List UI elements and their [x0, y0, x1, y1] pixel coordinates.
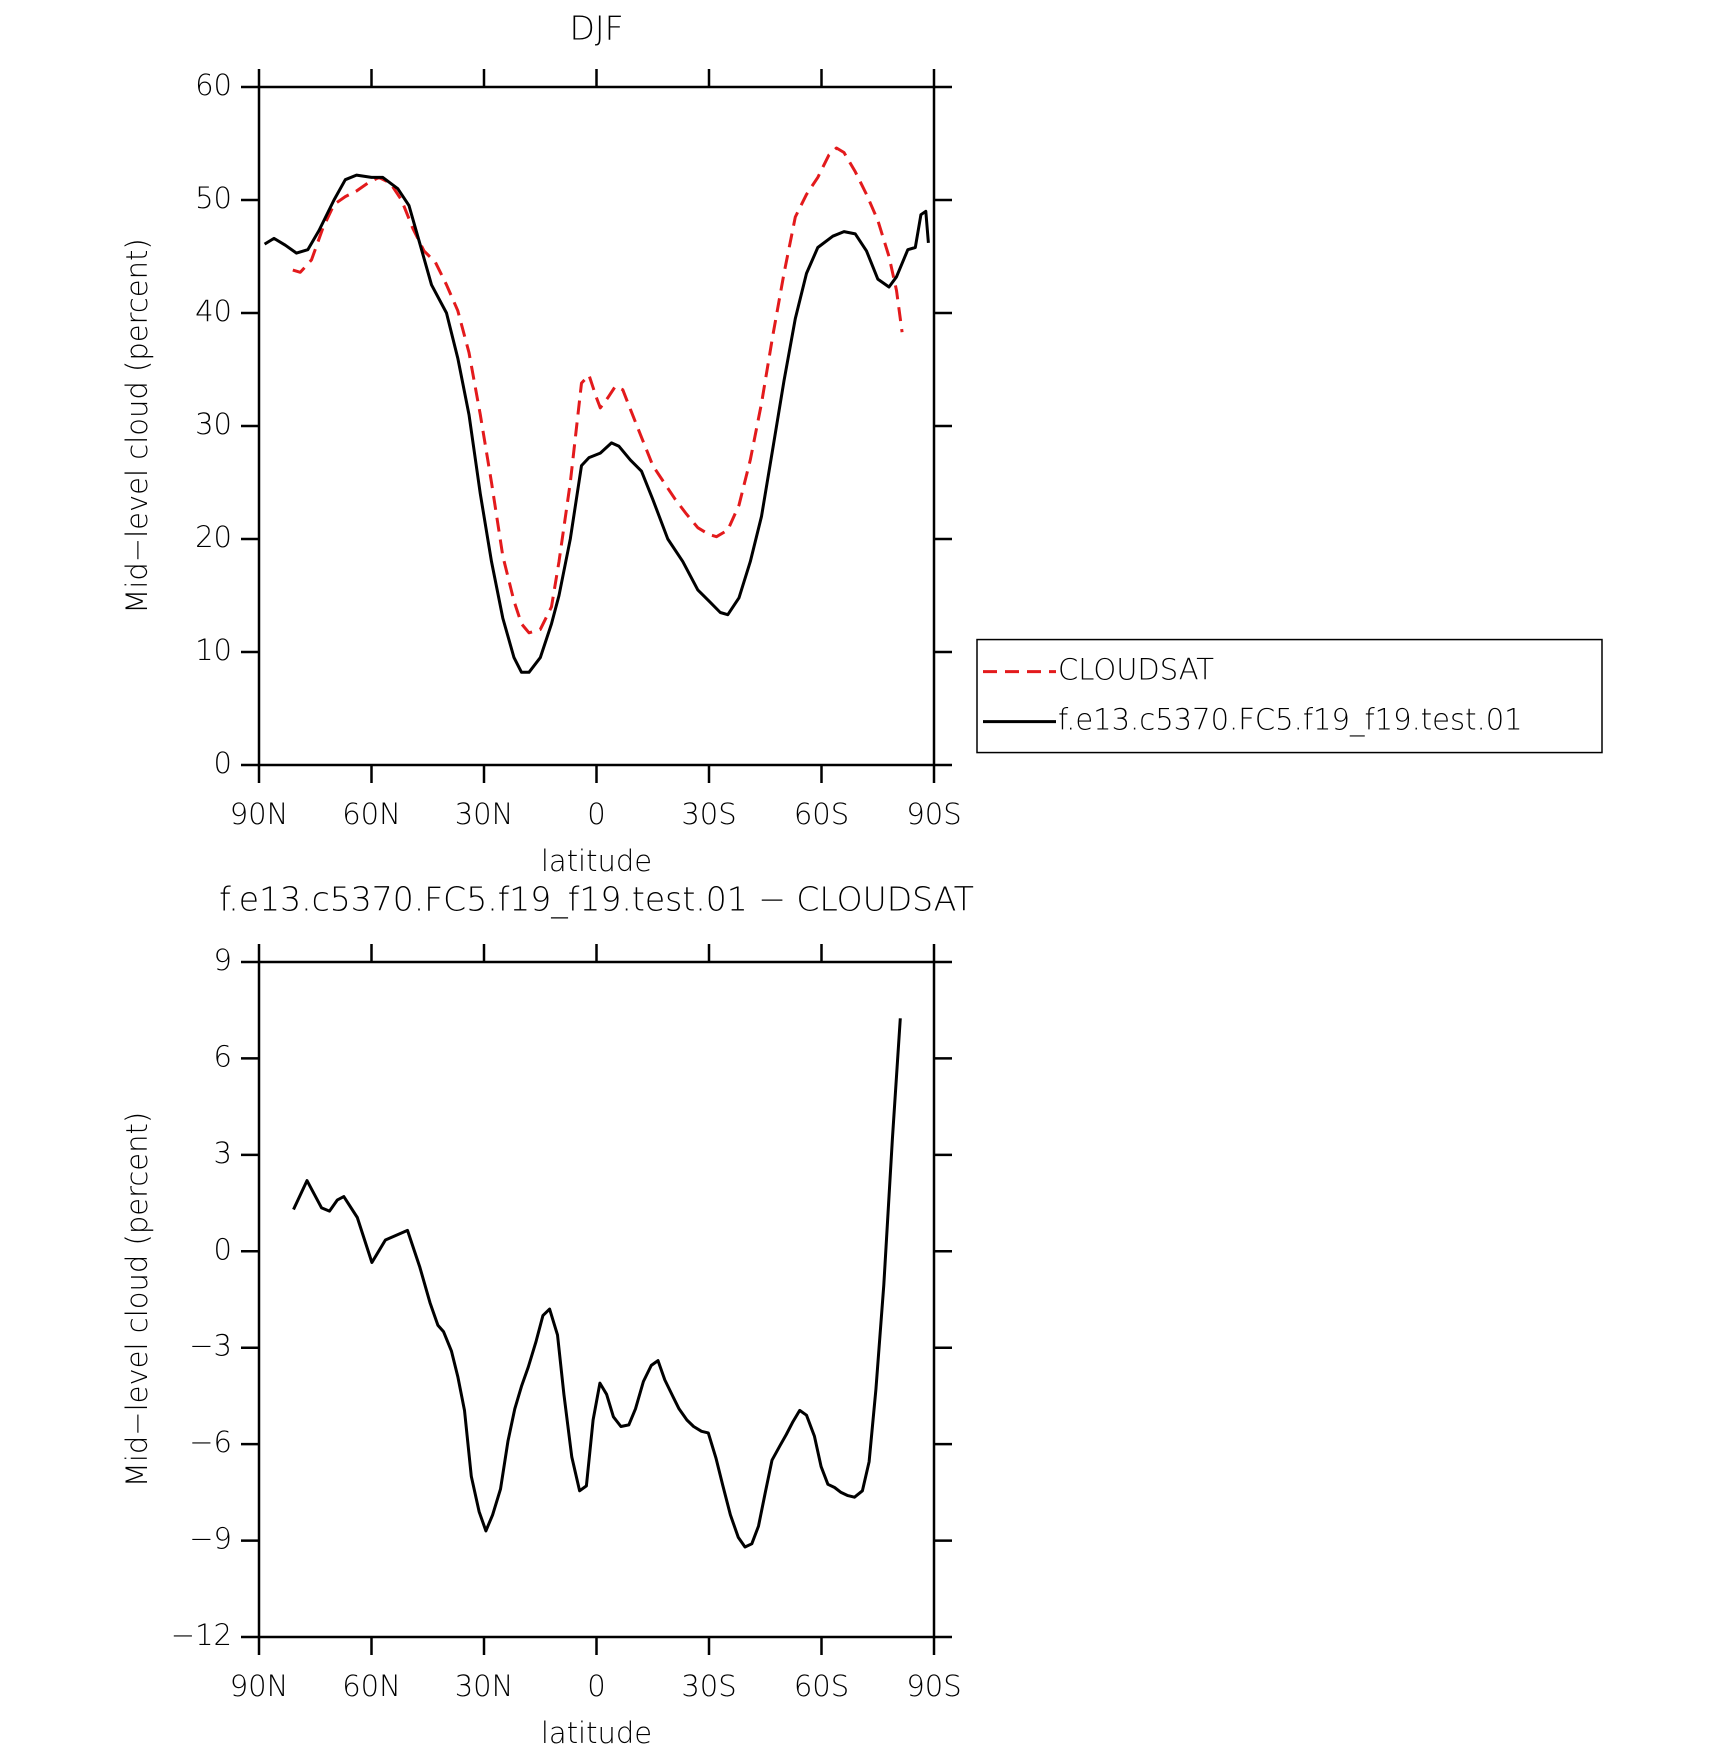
x-axis-label: latitude: [541, 844, 652, 878]
y-tick-label: 30: [195, 407, 232, 441]
data-line: [263, 173, 930, 674]
chart-title: DJF: [569, 9, 623, 48]
legend-box: [976, 638, 1603, 754]
x-tick-label: 60N: [342, 1669, 401, 1703]
legend-label: CLOUDSAT: [1058, 653, 1214, 687]
y-tick-label: −9: [189, 1522, 232, 1556]
y-tick-label: 60: [195, 68, 232, 102]
data-line: [292, 1018, 902, 1549]
x-tick-label: 60S: [794, 797, 849, 831]
y-tick-label: −12: [171, 1618, 232, 1652]
x-tick-label: 30N: [455, 797, 514, 831]
x-tick-label: 30S: [681, 1669, 736, 1703]
x-tick-label: 90N: [230, 797, 289, 831]
y-tick-label: 0: [214, 1232, 232, 1266]
chart-title: f.e13.c5370.FC5.f19_f19.test.01 − CLOUDS…: [219, 880, 974, 920]
x-tick-label: 0: [587, 797, 605, 831]
y-axis-label: Mid−level cloud (percent): [120, 1112, 154, 1487]
y-tick-label: −3: [189, 1329, 232, 1363]
legend-label: f.e13.c5370.FC5.f19_f19.test.01: [1058, 703, 1523, 738]
y-tick-label: 10: [195, 633, 232, 667]
x-tick-label: 90S: [906, 797, 961, 831]
y-tick-label: 50: [195, 181, 232, 215]
x-tick-label: 60S: [794, 1669, 849, 1703]
x-tick-label: 0: [587, 1669, 605, 1703]
x-tick-label: 60N: [342, 797, 401, 831]
y-tick-label: 40: [195, 294, 232, 328]
data-line: [292, 146, 904, 635]
y-tick-label: 6: [214, 1039, 232, 1073]
x-axis-label: latitude: [541, 1716, 652, 1750]
y-tick-label: 9: [214, 943, 232, 977]
y-tick-label: 20: [195, 520, 232, 554]
y-tick-label: −6: [189, 1425, 232, 1459]
y-tick-label: 0: [214, 746, 232, 780]
y-tick-label: 3: [214, 1136, 232, 1170]
x-tick-label: 30N: [455, 1669, 514, 1703]
plot-frame: [257, 960, 936, 1639]
y-axis-label: Mid−level cloud (percent): [120, 238, 154, 613]
x-tick-label: 30S: [681, 797, 736, 831]
x-tick-label: 90S: [906, 1669, 961, 1703]
x-tick-label: 90N: [230, 1669, 289, 1703]
